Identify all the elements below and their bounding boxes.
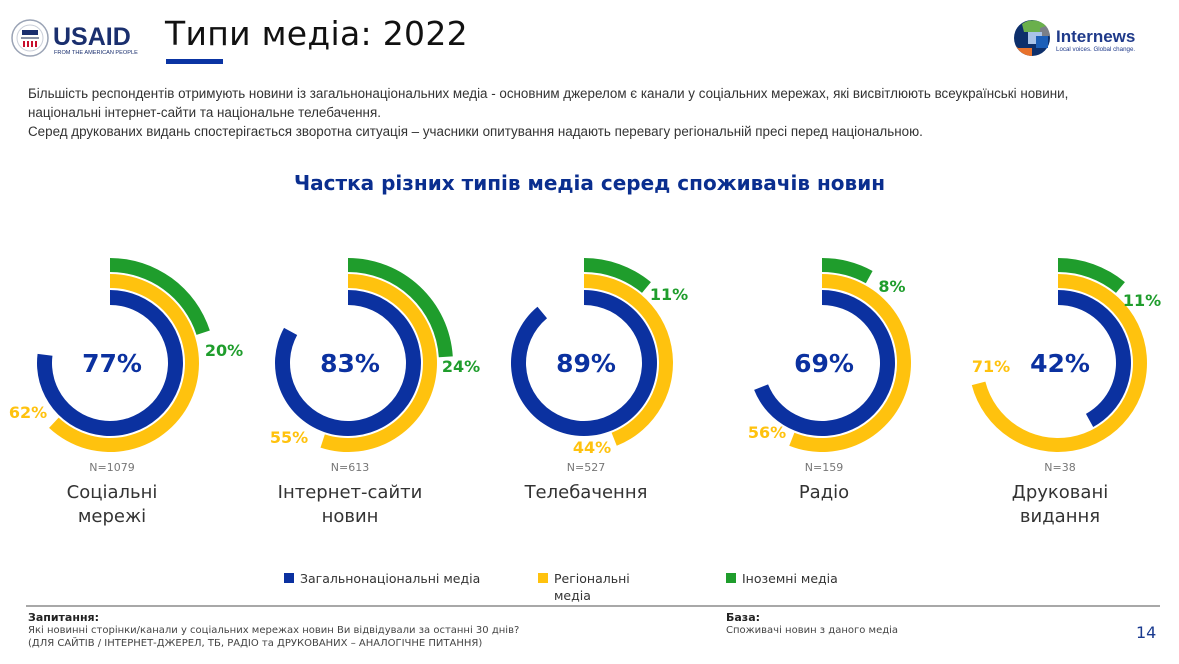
- category-label: Інтернет-сайти новин: [250, 481, 450, 529]
- intro-paragraph-2: Серед друкованих видань спостерігається …: [28, 124, 923, 139]
- radial-chart-4: 69% 56% 8%: [748, 258, 911, 452]
- question-line-1: Які новинні сторінки/канали у соціальних…: [28, 625, 520, 636]
- category-label: Соціальні мережі: [12, 481, 212, 529]
- arc-foreign: [110, 258, 210, 335]
- internews-tagline: Local voices. Global change.: [1056, 46, 1135, 53]
- legend-item-foreign: Іноземні медіа: [726, 570, 838, 587]
- category-label-line1: Інтернет-сайти: [277, 482, 423, 503]
- internews-logo: Internews Local voices. Global change.: [1014, 20, 1135, 56]
- category-label-line1: Телебачення: [524, 482, 648, 503]
- category-label: Телебачення: [486, 481, 686, 505]
- page-title: Типи медіа: 2022: [165, 14, 468, 53]
- legend-item-regional: Регіональні медіа: [538, 570, 630, 604]
- sample-size-label: N=159: [804, 461, 844, 474]
- sample-size-label: N=527: [566, 461, 606, 474]
- usaid-tagline: FROM THE AMERICAN PEOPLE: [54, 50, 138, 56]
- question-line-2: (ДЛЯ САЙТІВ / ІНТЕРНЕТ-ДЖЕРЕЛ, ТБ, РАДІО…: [28, 638, 483, 649]
- value-label-national: 83%: [320, 349, 380, 378]
- footer-base: База: Споживачі новин з даного медіа: [726, 611, 1106, 637]
- title-underline: [166, 59, 223, 64]
- category-label-line1: Друковані: [1011, 482, 1109, 503]
- footer-divider: [26, 605, 1160, 607]
- legend-label-national: Загальнонаціональні медіа: [300, 571, 481, 586]
- arc-foreign: [1058, 258, 1125, 293]
- arc-national: [1058, 290, 1131, 427]
- footer-question: Запитання: Які новинні сторінки/канали у…: [28, 611, 688, 650]
- radial-chart-5: 42% 71% 11%: [971, 258, 1161, 452]
- internews-globe-icon: [1014, 20, 1050, 56]
- question-heading: Запитання:: [28, 611, 100, 624]
- arc-foreign: [348, 258, 453, 358]
- value-label-regional: 44%: [573, 438, 611, 457]
- category-label: Друковані видання: [960, 481, 1160, 529]
- value-label-regional: 62%: [9, 403, 47, 422]
- value-label-national: 77%: [82, 349, 142, 378]
- sample-size-label: N=1079: [89, 461, 135, 474]
- value-label-foreign: 11%: [650, 285, 688, 304]
- legend-label-regional-line1: Регіональні: [554, 571, 630, 586]
- intro-text: Більшість респондентів отримують новини …: [28, 84, 1138, 141]
- arc-regional: [584, 274, 674, 446]
- value-label-regional: 56%: [748, 423, 786, 442]
- value-label-regional: 55%: [270, 428, 308, 447]
- arc-regional: [49, 274, 200, 452]
- category-label: Радіо: [724, 481, 924, 505]
- radial-chart-3: 89% 44% 11%: [511, 258, 688, 457]
- usaid-wordmark: USAID: [53, 23, 131, 51]
- category-label-line2: видання: [1019, 506, 1101, 527]
- category-label-line2: мережі: [77, 506, 147, 527]
- value-label-national: 89%: [556, 349, 616, 378]
- value-label-foreign: 20%: [205, 341, 243, 360]
- value-label-foreign: 11%: [1123, 291, 1161, 310]
- arc-foreign: [822, 258, 873, 284]
- usaid-logo: USAID FROM THE AMERICAN PEOPLE: [11, 19, 138, 57]
- intro-paragraph-1: Більшість респондентів отримують новини …: [28, 86, 1069, 120]
- legend-label-regional-line2: медіа: [554, 588, 591, 603]
- radial-chart-2: 83% 55% 24%: [270, 258, 480, 452]
- page-number: 14: [1136, 623, 1157, 642]
- legend-swatch-foreign: [726, 573, 736, 583]
- base-heading: База:: [726, 611, 761, 624]
- value-label-foreign: 24%: [442, 357, 480, 376]
- value-label-national: 42%: [1030, 349, 1090, 378]
- category-label-line2: новин: [321, 506, 379, 527]
- sample-size-label: N=38: [1044, 461, 1076, 474]
- base-text: Споживачі новин з даного медіа: [726, 625, 899, 636]
- value-label-regional: 71%: [972, 357, 1010, 376]
- legend-item-national: Загальнонаціональні медіа: [284, 570, 480, 587]
- legend-label-foreign: Іноземні медіа: [742, 571, 838, 586]
- radial-chart-1: 77% 62% 20%: [9, 258, 243, 452]
- legend-swatch-regional: [538, 573, 548, 583]
- internews-wordmark: Internews: [1056, 27, 1135, 46]
- category-label-line1: Соціальні: [66, 482, 158, 503]
- arc-foreign: [584, 258, 651, 293]
- legend-swatch-national: [284, 573, 294, 583]
- legend-label-regional: Регіональні медіа: [554, 570, 630, 604]
- value-label-national: 69%: [794, 349, 854, 378]
- chart-title: Частка різних типів медіа серед споживач…: [293, 171, 886, 195]
- radial-charts: 77% 62% 20% 83% 55% 24% 89% 44% 11% 69% 56% 8% 42% 71…: [9, 258, 1161, 457]
- category-label-line1: Радіо: [798, 482, 850, 503]
- value-label-foreign: 8%: [878, 277, 905, 296]
- sample-size-label: N=613: [330, 461, 370, 474]
